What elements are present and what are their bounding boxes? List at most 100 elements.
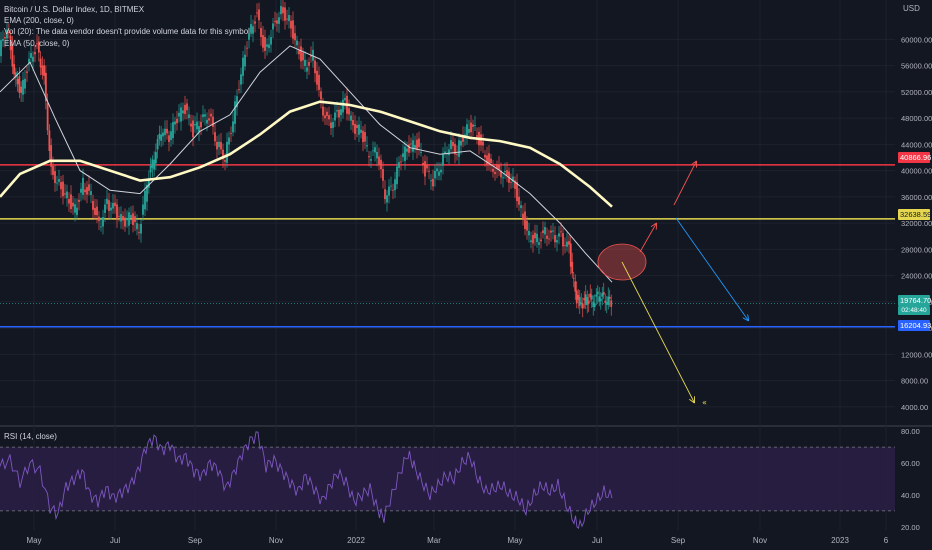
rsi-line [0, 431, 613, 530]
candle-body [526, 220, 528, 231]
candle-body [540, 239, 542, 242]
candle-body [310, 55, 312, 57]
candle-body [294, 33, 296, 41]
candle-body [558, 233, 560, 237]
volume-legend[interactable]: Vol (20): The data vendor doesn't provid… [4, 27, 253, 37]
candle-body [596, 291, 599, 295]
candle-body [16, 78, 19, 85]
candle-body [244, 54, 246, 67]
candle-body [416, 139, 418, 150]
candle-body [292, 20, 294, 39]
candle-body [280, 5, 282, 15]
candle-body [128, 212, 130, 226]
candle-body [28, 58, 30, 64]
time-tick-label: Nov [269, 536, 283, 545]
candle-body [84, 189, 86, 193]
candle-body [250, 24, 252, 33]
candle-body [66, 191, 68, 199]
rsi-legend[interactable]: RSI (14, close) [4, 432, 57, 441]
price-axis-unit: USD [903, 4, 920, 13]
candle-body [118, 215, 120, 217]
yellow-level-tag: 32638.59 [898, 209, 932, 220]
candle-body [200, 121, 202, 128]
candle-body [296, 40, 298, 46]
candle-body [6, 29, 8, 39]
candle-body [472, 124, 474, 127]
rsi-tick-label: 20.00 [901, 523, 920, 532]
candle-body [452, 141, 454, 147]
target-marker-icon: « [702, 398, 707, 407]
ema50-legend[interactable]: EMA (50, close, 0) [4, 38, 70, 48]
candle-body [14, 72, 17, 78]
ema200-legend[interactable]: EMA (200, close, 0) [4, 16, 74, 26]
candle-body [260, 28, 262, 38]
candle-body [278, 17, 280, 24]
symbol-title[interactable]: Bitcoin / U.S. Dollar Index, 1D, BITMEX [4, 5, 145, 14]
candle-body [106, 198, 108, 204]
candle-body [575, 290, 578, 304]
candle-body [194, 124, 196, 126]
candle-body [286, 18, 288, 20]
candle-body [544, 227, 546, 235]
candle-body [571, 261, 574, 274]
candle-body [502, 177, 504, 179]
candle-body [430, 180, 432, 182]
candle-body [406, 148, 408, 152]
candle-body [396, 166, 398, 185]
candle-body [184, 104, 186, 114]
candle-body [578, 296, 581, 306]
candle-body [272, 23, 274, 30]
candle-body [170, 131, 172, 141]
candle-body [554, 235, 556, 243]
candle-body [605, 302, 608, 305]
candle-body [256, 12, 258, 14]
candle-body [116, 204, 118, 219]
candle-body [568, 241, 570, 245]
candle-body [2, 39, 4, 41]
candle-body [336, 110, 338, 112]
candle-body [7, 31, 10, 33]
candle-body [312, 49, 314, 61]
candle-body [592, 301, 595, 307]
candle-body [236, 96, 238, 108]
candle-body [216, 141, 218, 150]
candle-body [100, 226, 102, 228]
price-tick-label: 48000.00 [901, 114, 932, 123]
candle-body [324, 115, 326, 119]
price-tick-label: 44000.00 [901, 140, 932, 149]
candle-body [402, 153, 404, 157]
ema50-line [0, 45, 613, 283]
candle-body [13, 64, 16, 75]
candle-body [70, 194, 72, 210]
candle-body [132, 213, 134, 225]
candle-body [412, 140, 414, 152]
candle-body [374, 147, 376, 153]
candle-body [68, 199, 70, 204]
candle-body [102, 217, 104, 227]
price-chart[interactable]: « [0, 0, 895, 407]
time-axis: May Jul Sep Nov 2022 Mar May Jul Sep Nov 2023 6 [26, 536, 888, 545]
price-tick-label: 8000.00 [901, 377, 928, 386]
candle-body [580, 302, 583, 305]
blue-level-tag: 16204.93 [898, 320, 932, 331]
candle-body [494, 171, 496, 175]
candle-body [504, 171, 506, 173]
candle-body [468, 128, 470, 133]
candle-body [4, 37, 6, 39]
rsi-panel[interactable] [0, 431, 895, 530]
candle-body [356, 125, 358, 128]
candle-body [24, 78, 26, 89]
candle-body [330, 122, 332, 129]
candle-body [564, 244, 566, 246]
candle-body [112, 202, 114, 209]
candle-body [151, 159, 154, 168]
candle-body [248, 33, 250, 40]
candle-body [240, 74, 242, 85]
candle-body [438, 171, 440, 176]
candle-body [584, 294, 587, 305]
candle-body [11, 44, 14, 67]
price-tick-label: 60000.00 [901, 35, 932, 44]
candle-body [376, 151, 378, 159]
candle-body [60, 182, 62, 190]
candle-body [548, 238, 550, 240]
